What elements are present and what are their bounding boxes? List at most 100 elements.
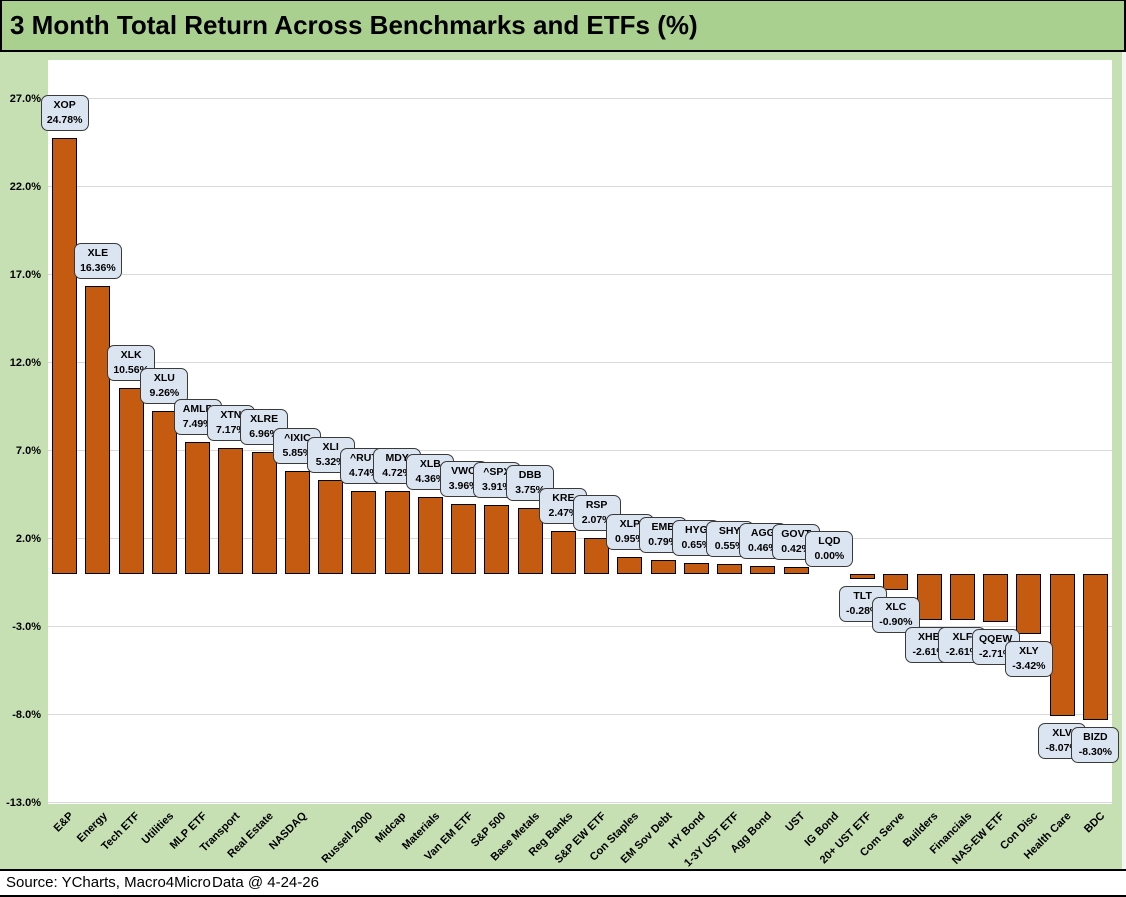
- bar-XLE: [85, 286, 111, 574]
- gridline: [48, 802, 1112, 804]
- bar-KRE: [550, 530, 576, 574]
- callout-ticker: HYG: [684, 523, 708, 536]
- bar-TLT: [850, 574, 875, 579]
- callout-ticker: VWO: [451, 465, 477, 478]
- callout-ticker: GOVT: [781, 527, 811, 540]
- callout-value: -2.61%: [945, 645, 980, 658]
- bar-XLF: [949, 574, 975, 620]
- callout-value: 16.36%: [80, 262, 116, 275]
- source-text: Source: YCharts, Macro4Micro: [6, 874, 211, 891]
- x-axis-label: UST: [783, 810, 808, 835]
- data-label-XOP: XOP 24.78%: [40, 94, 89, 131]
- callout-value: 0.42%: [781, 542, 812, 555]
- callout-ticker: AMLP: [182, 403, 213, 416]
- bar-XLI: [318, 480, 343, 574]
- callout-value: 10.56%: [113, 364, 149, 377]
- callout-ticker: XLF: [952, 630, 973, 643]
- y-axis-label: 17.0%: [9, 268, 41, 281]
- y-axis-label: 22.0%: [9, 180, 41, 193]
- callout-ticker: RSP: [585, 498, 608, 511]
- bar-AGG: [750, 565, 776, 574]
- callout-ticker: XLU: [153, 372, 175, 385]
- bar-XLB: [417, 497, 443, 574]
- bar-AMLP: [185, 442, 210, 574]
- data-label-XLC: XLC -0.90%: [871, 596, 920, 633]
- callout-value: -2.71%: [978, 647, 1013, 660]
- bar-^SPX: [484, 505, 510, 574]
- bar-HYG: [683, 562, 709, 574]
- x-axis-label: E&P: [51, 810, 77, 835]
- callout-value: 4.72%: [382, 466, 413, 479]
- gridline: [48, 362, 1112, 364]
- callout-ticker: EMB: [651, 521, 675, 534]
- callout-ticker: XHB: [918, 630, 941, 643]
- callout-value: 0.55%: [714, 540, 745, 553]
- callout-ticker: MDY: [385, 451, 409, 464]
- callout-value: -0.28%: [845, 604, 880, 617]
- callout-value: 0.79%: [648, 536, 679, 549]
- gridline: [48, 274, 1112, 276]
- bar-XLV: [1049, 574, 1075, 717]
- data-label-LQD: LQD 0.00%: [805, 531, 854, 567]
- gridline: [48, 98, 1112, 100]
- callout-value: 3.96%: [448, 480, 479, 493]
- callout-value: 9.26%: [149, 387, 180, 400]
- callout-ticker: XLK: [120, 349, 142, 362]
- callout-ticker: XLRE: [250, 412, 279, 425]
- callout-value: 0.95%: [614, 533, 645, 546]
- callout-ticker: XLE: [87, 247, 109, 260]
- callout-ticker: XTN: [220, 408, 242, 421]
- callout-value: -8.30%: [1078, 746, 1113, 759]
- callout-value: 3.91%: [481, 481, 512, 494]
- callout-ticker: ^IXIC: [284, 432, 311, 445]
- callout-value: 6.96%: [249, 427, 280, 440]
- callout-ticker: XOP: [53, 98, 76, 111]
- callout-ticker: AGG: [750, 526, 775, 539]
- callout-ticker: SHY: [718, 525, 741, 538]
- bar-SHY: [717, 564, 742, 574]
- bar-XLRE: [251, 451, 277, 574]
- gridline: [48, 714, 1112, 716]
- y-axis-label: 7.0%: [15, 444, 41, 457]
- gridline: [48, 626, 1112, 628]
- chart-title-bar: 3 Month Total Return Across Benchmarks a…: [0, 0, 1126, 52]
- callout-ticker: XLY: [1019, 645, 1039, 658]
- bar-MDY: [384, 490, 410, 574]
- y-axis-label: -3.0%: [12, 620, 41, 633]
- bar-XLP: [617, 557, 643, 574]
- data-label-XLU: XLU 9.26%: [140, 368, 189, 405]
- callout-ticker: XLC: [885, 600, 907, 613]
- y-axis-label: 27.0%: [9, 92, 41, 105]
- callout-ticker: XLB: [419, 458, 441, 471]
- chart-title: 3 Month Total Return Across Benchmarks a…: [10, 10, 698, 40]
- bar-^IXIC: [284, 471, 310, 574]
- bar-BIZD: [1082, 574, 1108, 721]
- callout-ticker: DBB: [518, 469, 542, 481]
- callout-ticker: XLV: [1052, 727, 1072, 740]
- gridline: [48, 450, 1112, 452]
- callout-value: 5.85%: [282, 447, 313, 460]
- bar-DBB: [517, 508, 543, 574]
- callout-value: -8.07%: [1045, 742, 1079, 755]
- callout-value: 4.36%: [415, 473, 446, 486]
- callout-value: 2.07%: [581, 513, 612, 526]
- bar-^RUT: [351, 490, 377, 574]
- data-label-XLY: XLY -3.42%: [1004, 641, 1053, 678]
- bar-RSP: [584, 537, 609, 574]
- callout-value: 7.49%: [182, 418, 213, 431]
- bar-XLK: [118, 388, 144, 574]
- callout-ticker: XLP: [619, 518, 641, 531]
- data-label-XLK: XLK 10.56%: [107, 345, 156, 382]
- data-date-text: Data @ 4-24-26: [212, 874, 319, 891]
- bar-XTN: [218, 447, 244, 574]
- callout-value: 7.17%: [215, 423, 246, 436]
- data-label-XLE: XLE 16.36%: [73, 243, 122, 280]
- x-axis-label: Russell 2000: [319, 810, 376, 866]
- callout-ticker: TLT: [853, 589, 872, 602]
- callout-ticker: QQEW: [979, 632, 1013, 645]
- bar-VWO: [451, 504, 476, 574]
- callout-value: -0.90%: [879, 615, 913, 628]
- y-axis-label: -8.0%: [12, 708, 41, 721]
